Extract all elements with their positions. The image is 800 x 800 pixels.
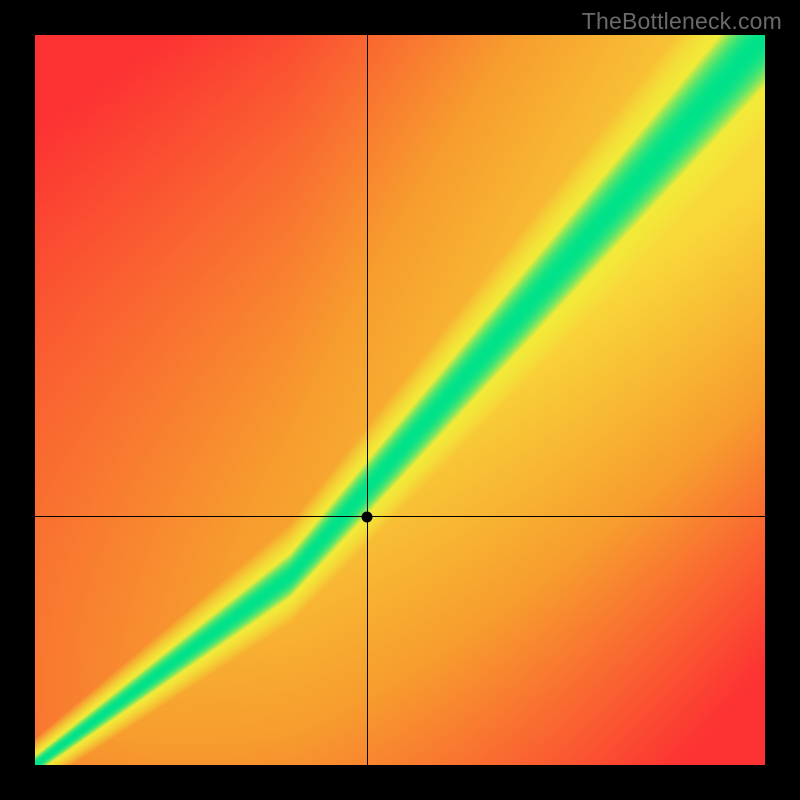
chart-container: TheBottleneck.com bbox=[0, 0, 800, 800]
watermark-text: TheBottleneck.com bbox=[582, 8, 782, 35]
bottleneck-heatmap bbox=[35, 35, 765, 765]
